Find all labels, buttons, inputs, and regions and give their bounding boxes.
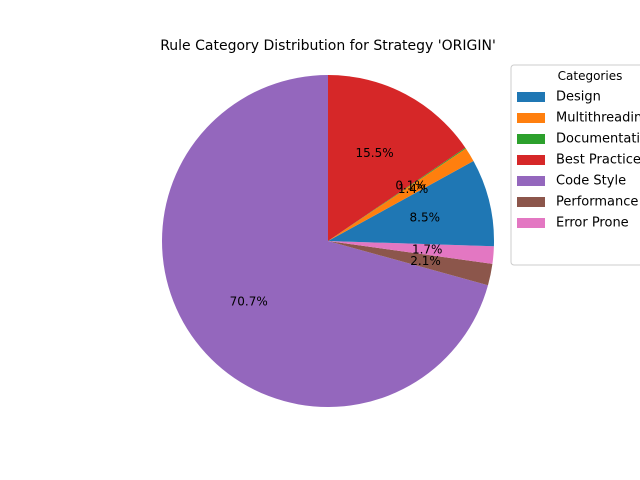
pie-percent-labels: 70.7% 2.1%1.7% 8.5% 1.4%0.1% 15.5% — [230, 146, 443, 308]
pct-label-design: 8.5% — [410, 211, 441, 225]
pie-slice-multithreading — [328, 148, 474, 241]
pie-slice-performance — [328, 241, 493, 286]
pct-label-code-style: 70.7% — [230, 294, 268, 308]
pct-label-error-prone: 1.7% — [412, 242, 443, 256]
pie-slice-error-prone — [328, 241, 494, 264]
pct-label-performance: 2.1% — [410, 254, 441, 268]
legend-label-design: Design — [556, 90, 601, 105]
pct-label-multithreading: 1.4% — [398, 182, 429, 196]
legend: Categories Design Multithreading Documenta… — [510, 64, 640, 266]
legend-label-error-prone: Error Prone — [556, 216, 629, 231]
legend-label-multithreading: Multithreading — [556, 111, 640, 126]
legend-label-performance: Performance — [556, 195, 638, 210]
legend-swatch-code-style — [517, 176, 545, 186]
legend-swatch-documentation — [517, 134, 545, 144]
pie-slice-best-practices — [328, 75, 466, 241]
pie-slice-documentation — [328, 147, 466, 241]
legend-swatch-performance — [517, 197, 545, 207]
legend-label-documentation: Documentation — [556, 132, 640, 147]
legend-swatch-best-practices — [517, 155, 545, 165]
legend-items: Design Multithreading Documentation Best Pr… — [517, 90, 640, 231]
pie-slice-design — [328, 161, 495, 247]
legend-title: Categories — [558, 69, 623, 83]
legend-label-code-style: Code Style — [556, 174, 626, 189]
legend-swatch-design — [517, 92, 545, 102]
legend-swatch-error-prone — [517, 218, 545, 228]
chart-title: Rule Category Distribution for Strategy … — [160, 38, 496, 54]
pie-slice-code-style — [162, 75, 488, 407]
pct-label-best-practices: 15.5% — [356, 146, 394, 160]
legend-swatch-multithreading — [517, 113, 545, 123]
pct-label-documentation: 0.1% — [395, 178, 426, 192]
pie-slices — [162, 75, 495, 407]
legend-label-best-practices: Best Practices — [556, 153, 640, 168]
